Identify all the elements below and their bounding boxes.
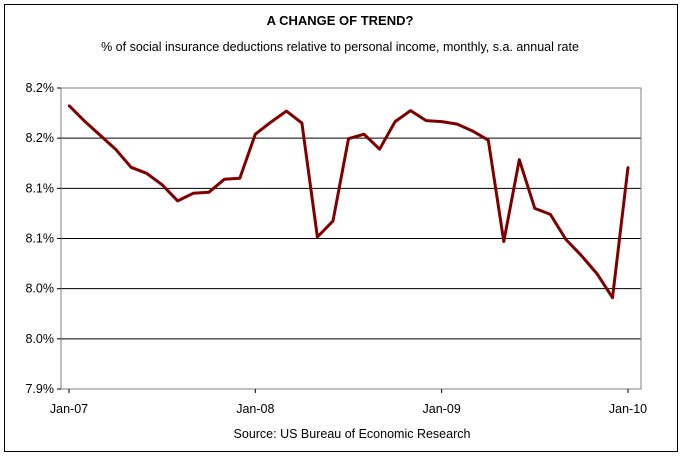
data-point (518, 158, 521, 161)
chart-subtitle: % of social insurance deductions relativ… (101, 40, 579, 54)
y-tick-label: 8.0% (26, 282, 55, 296)
data-point (207, 191, 210, 194)
data-point (487, 138, 490, 142)
data-point (160, 183, 164, 187)
data-point (176, 199, 179, 203)
data-point (471, 129, 474, 133)
x-tick-label: Jan-07 (50, 402, 88, 416)
chart-frame (4, 4, 678, 452)
data-point (192, 192, 195, 195)
data-point (254, 132, 257, 136)
data-point (393, 120, 397, 123)
chart-source: Source: US Bureau of Economic Research (234, 427, 471, 441)
data-point (580, 254, 583, 257)
data-point (114, 148, 117, 151)
data-point (300, 121, 304, 125)
data-point (502, 240, 505, 243)
y-axis-ticks: 8.2% 8.2% 8.1% 8.1% 8.0% 8.0% 7.9% (26, 81, 61, 396)
data-point (347, 137, 350, 140)
data-point (378, 148, 381, 151)
data-point (316, 235, 319, 239)
data-point (67, 104, 71, 107)
y-tick-label: 8.1% (26, 181, 55, 195)
data-point (595, 272, 599, 275)
data-point (269, 120, 273, 124)
data-point (238, 177, 242, 180)
data-point (98, 133, 102, 137)
data-point (223, 178, 226, 181)
data-point (331, 219, 335, 223)
gridlines (61, 137, 641, 340)
data-point (409, 109, 412, 112)
data-point (626, 166, 630, 169)
x-tick-label: Jan-10 (609, 402, 647, 416)
data-point (455, 122, 459, 126)
data-point (424, 119, 428, 122)
data-point (83, 119, 86, 123)
y-tick-label: 8.0% (26, 332, 55, 346)
chart-title: A CHANGE OF TREND? (267, 13, 414, 28)
data-point (564, 238, 568, 241)
y-tick-label: 8.2% (26, 81, 55, 95)
x-axis-ticks: Jan-07 Jan-08 Jan-09 Jan-10 (50, 389, 647, 416)
data-point (611, 296, 614, 299)
y-tick-label: 8.2% (26, 131, 55, 145)
x-tick-label: Jan-09 (423, 402, 461, 416)
data-point (440, 120, 443, 123)
series-layer (67, 104, 630, 300)
series-line (67, 104, 630, 300)
data-point (533, 207, 537, 210)
x-tick-label: Jan-08 (236, 402, 274, 416)
y-tick-label: 7.9% (26, 382, 55, 396)
data-point (145, 172, 148, 175)
y-tick-label: 8.1% (26, 232, 55, 246)
data-point (549, 213, 552, 216)
data-point (129, 166, 133, 169)
data-point (362, 132, 366, 136)
data-point (285, 109, 288, 113)
